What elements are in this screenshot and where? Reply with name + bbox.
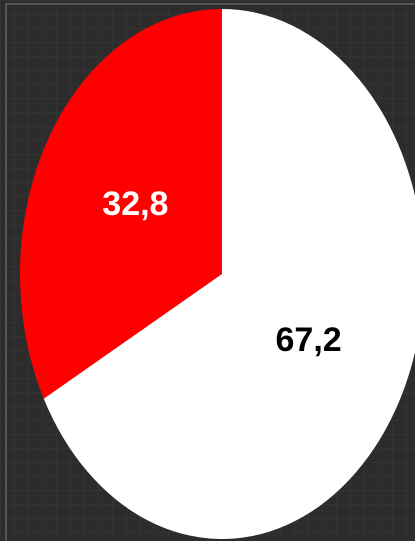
slice-label: 67,2 <box>276 321 342 359</box>
pie: 32,8 67,2 <box>20 9 415 539</box>
pie-slice <box>43 9 415 539</box>
pie-slice <box>20 9 223 399</box>
frame <box>5 3 415 541</box>
slice-label: 32,8 <box>102 185 168 223</box>
